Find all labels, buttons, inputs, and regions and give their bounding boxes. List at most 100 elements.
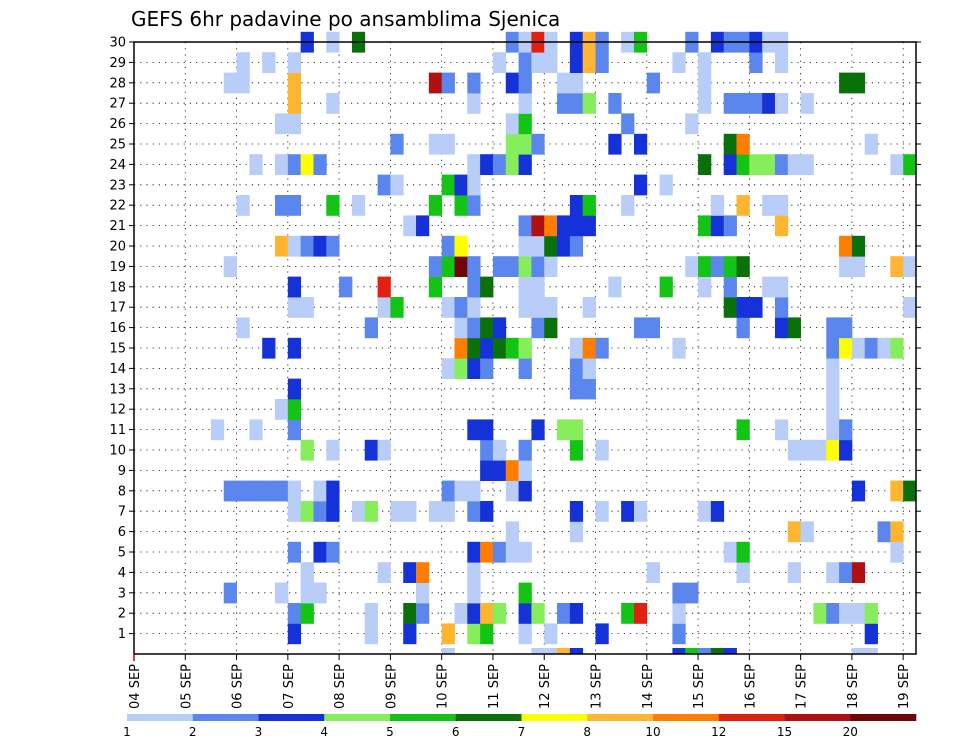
heatmap-cell [531, 603, 545, 624]
legend-swatch [127, 714, 194, 721]
heatmap-cell [839, 562, 853, 583]
heatmap-cell [467, 358, 481, 379]
heatmap-cell [287, 399, 302, 420]
heatmap-cell [416, 603, 430, 624]
heatmap-cell [518, 439, 532, 461]
heatmap-cell [467, 623, 481, 645]
y-tick-label: 11 [109, 423, 126, 438]
heatmap-cell [544, 623, 558, 645]
y-tick-label: 27 [109, 97, 126, 112]
heatmap-cell [287, 113, 302, 135]
heatmap-cell [557, 215, 571, 237]
heatmap-cell [621, 113, 635, 135]
heatmap-cell [544, 297, 558, 318]
heatmap-cell [569, 195, 584, 216]
heatmap-cell [467, 154, 481, 175]
heatmap-cell [416, 582, 430, 604]
heatmap-cell [518, 358, 532, 379]
heatmap-cell [749, 297, 763, 318]
heatmap-cell [633, 133, 648, 155]
y-tick-label: 19 [109, 260, 126, 275]
heatmap-cell [300, 582, 314, 604]
heatmap-cell [518, 541, 532, 563]
heatmap-cell [275, 235, 289, 257]
chart-title: GEFS 6hr padavine po ansamblima Sjenica [131, 7, 560, 31]
heatmap-cell [890, 541, 904, 563]
heatmap-cell [531, 419, 545, 441]
heatmap-cell [864, 648, 878, 655]
x-tick-label: 12 SEP [538, 664, 553, 709]
heatmap-cell [646, 562, 661, 583]
heatmap-cell [698, 72, 712, 94]
y-tick-label: 2 [118, 607, 126, 622]
heatmap-cell [505, 154, 519, 175]
heatmap-cell [531, 297, 545, 318]
heatmap-cell [287, 72, 302, 94]
heatmap-cell [595, 52, 609, 73]
heatmap-cell [518, 215, 532, 237]
heatmap-cell [428, 276, 443, 298]
heatmap-cell [403, 562, 417, 583]
heatmap-cell [326, 541, 340, 563]
heatmap-cell [223, 480, 237, 502]
heatmap-cell [826, 603, 840, 624]
y-tick-label: 8 [118, 484, 126, 499]
heatmap-cell [800, 93, 814, 114]
heatmap-cell [467, 297, 481, 318]
heatmap-cell [800, 154, 814, 175]
heatmap-cell [467, 480, 481, 502]
x-tick-label: 16 SEP [743, 664, 758, 709]
heatmap-cell [787, 317, 802, 339]
heatmap-cell [774, 276, 789, 298]
heatmap-cell [416, 562, 430, 583]
heatmap-cell [659, 276, 673, 298]
heatmap-cell [467, 276, 481, 298]
heatmap-cell [544, 215, 558, 237]
heatmap-cell [749, 52, 763, 73]
heatmap-cell [531, 256, 545, 277]
heatmap-cell [287, 93, 302, 114]
heatmap-cell [569, 419, 584, 441]
y-tick-label: 24 [109, 158, 126, 173]
heatmap-cell [864, 603, 878, 624]
legend-threshold-label: 7 [518, 725, 526, 739]
heatmap-cell [595, 623, 609, 645]
y-tick-label: 1 [118, 627, 126, 642]
legend-swatch [521, 714, 588, 721]
heatmap-cell [685, 582, 699, 604]
heatmap-cell [390, 297, 404, 318]
heatmap-cell [851, 256, 866, 277]
heatmap-cell [813, 439, 827, 461]
heatmap-cell [774, 52, 789, 73]
heatmap-cell [531, 235, 545, 257]
heatmap-cell [492, 256, 507, 277]
heatmap-cell [864, 133, 878, 155]
heatmap-cell [416, 215, 430, 237]
heatmap-cell [236, 480, 250, 502]
heatmap-cell [710, 501, 725, 522]
heatmap-cell [736, 133, 750, 155]
heatmap-cell [698, 215, 712, 237]
heatmap-cell [903, 256, 917, 277]
heatmap-cell [454, 317, 468, 339]
heatmap-cell [454, 358, 468, 379]
heatmap-cell [492, 460, 507, 481]
heatmap-cell [774, 297, 789, 318]
y-tick-label: 25 [109, 138, 126, 153]
heatmap-cell [390, 133, 404, 155]
heatmap-cell [518, 72, 532, 94]
heatmap-cell [903, 297, 917, 318]
heatmap-cell [377, 276, 391, 298]
heatmap-cell [569, 501, 584, 522]
heatmap-cell [287, 195, 302, 216]
heatmap-cell [441, 174, 455, 196]
heatmap-cell [736, 297, 750, 318]
y-tick-label: 6 [118, 525, 126, 540]
heatmap-cell [505, 480, 519, 502]
heatmap-cell [300, 562, 314, 583]
heatmap-cell [569, 521, 584, 543]
y-tick-label: 20 [109, 240, 126, 255]
heatmap-cell [698, 501, 712, 522]
heatmap-cell [685, 113, 699, 135]
heatmap-cell [441, 72, 455, 94]
